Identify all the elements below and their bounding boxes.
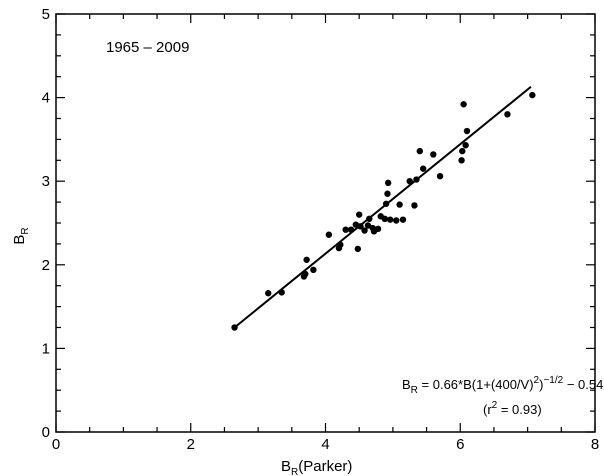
r-squared-label: (r2 = 0.93)	[483, 400, 542, 417]
plot-frame	[55, 13, 596, 433]
data-point	[303, 256, 310, 263]
period-label: 1965 – 2009	[106, 39, 189, 56]
formula-label: BR = 0.66*B(1+(400/V)2)−1/2 − 0.54	[402, 375, 603, 396]
data-point	[386, 216, 394, 223]
y-tick-label: 0	[42, 424, 50, 441]
data-point	[406, 178, 413, 185]
data-point	[396, 201, 403, 208]
data-point	[310, 266, 317, 274]
data-point	[436, 172, 444, 180]
data-point	[337, 241, 344, 248]
fit-line-group	[233, 85, 532, 329]
data-points	[231, 91, 536, 331]
data-point	[504, 111, 511, 118]
x-tick-label: 2	[187, 436, 195, 453]
data-point	[384, 179, 392, 187]
data-point	[366, 215, 373, 223]
y-axis-label: BR	[11, 227, 31, 244]
data-point	[430, 151, 437, 158]
data-point	[393, 217, 400, 224]
data-point	[342, 226, 349, 233]
data-point	[364, 222, 372, 229]
data-point	[374, 225, 382, 233]
data-point	[419, 165, 427, 172]
data-point	[413, 176, 420, 183]
data-point	[399, 216, 407, 223]
data-point	[384, 190, 391, 197]
data-point	[460, 101, 467, 108]
data-point	[459, 147, 466, 155]
data-point	[361, 227, 368, 234]
x-tick-label: 8	[591, 436, 599, 453]
data-point	[325, 231, 333, 238]
y-tick-label: 4	[42, 90, 50, 107]
x-tick-label: 6	[456, 436, 464, 453]
data-point	[265, 290, 272, 297]
data-point	[381, 215, 388, 223]
data-point	[382, 200, 390, 207]
y-tick-label: 2	[42, 257, 50, 274]
data-point	[354, 245, 362, 253]
y-tick-label: 1	[42, 340, 50, 357]
data-point	[462, 142, 469, 149]
y-tick-label: 3	[42, 173, 50, 190]
data-point	[357, 223, 364, 230]
data-point	[231, 324, 238, 331]
data-point	[463, 127, 471, 135]
data-point	[458, 157, 465, 164]
axis-tick-labels: 0 2 4 6 8 0 1 2 3 4 5	[42, 6, 600, 453]
data-point	[278, 289, 285, 296]
data-point	[411, 202, 418, 209]
axis-ticks	[55, 13, 596, 433]
x-axis-label: BR(Parker)	[281, 458, 352, 476]
y-tick-label: 5	[42, 6, 50, 23]
data-point	[347, 226, 355, 233]
data-point	[529, 91, 536, 99]
data-point	[355, 211, 363, 218]
fit-line	[233, 85, 532, 329]
data-point	[416, 147, 424, 155]
data-point	[302, 270, 309, 278]
x-tick-label: 0	[52, 436, 60, 453]
x-tick-label: 4	[321, 436, 329, 453]
